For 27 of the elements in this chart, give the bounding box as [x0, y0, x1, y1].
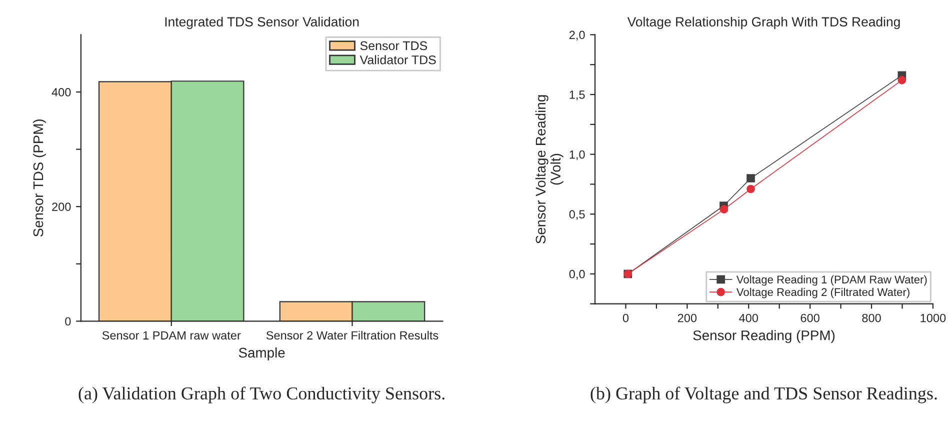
- y-tick-label: 0,5: [569, 210, 585, 220]
- legend-label: Voltage Reading 2 (Filtrated Water): [736, 288, 910, 298]
- y-axis-title: Sensor TDS (PPM): [33, 119, 46, 237]
- y-tick-label: 400: [52, 88, 71, 96]
- x-tick-label: Sensor 2 Water Filtration Results: [266, 330, 438, 340]
- chart-title: Integrated TDS Sensor Validation: [165, 16, 359, 30]
- x-tick-label: 400: [739, 314, 758, 322]
- x-axis-title: Sensor Reading (PPM): [693, 330, 835, 344]
- y-tick-label: 200: [52, 202, 71, 211]
- chart-title: Voltage Relationship Graph With TDS Reading: [627, 16, 900, 30]
- x-tick-label: 0: [622, 314, 629, 322]
- y-tick-label: 1,0: [570, 150, 585, 160]
- legend-label: Validator TDS: [360, 55, 436, 64]
- y-tick-label: 0,0: [569, 270, 585, 280]
- text: (b) Graph of Voltage and TDS Sensor Readings.: [590, 386, 937, 404]
- y-axis-title: Sensor Voltage Reading (Volt): [535, 95, 564, 244]
- text: (a) Validation Graph of Two Conductivity Sensors.: [78, 386, 444, 404]
- x-tick-label: 600: [800, 314, 820, 322]
- x-tick-label: Sensor 1 PDAM raw water: [102, 331, 241, 340]
- x-tick-label: 800: [862, 314, 881, 322]
- x-axis-title: Sample: [238, 347, 285, 360]
- legend-label: Sensor TDS: [360, 41, 428, 50]
- y-tick-label: 2,0: [569, 30, 585, 41]
- x-tick-label: 1000: [920, 314, 946, 322]
- x-tick-label: 200: [678, 314, 697, 322]
- legend-label: Voltage Reading 1 (PDAM Raw Water): [736, 275, 927, 286]
- y-tick-label: 1,5: [570, 90, 585, 100]
